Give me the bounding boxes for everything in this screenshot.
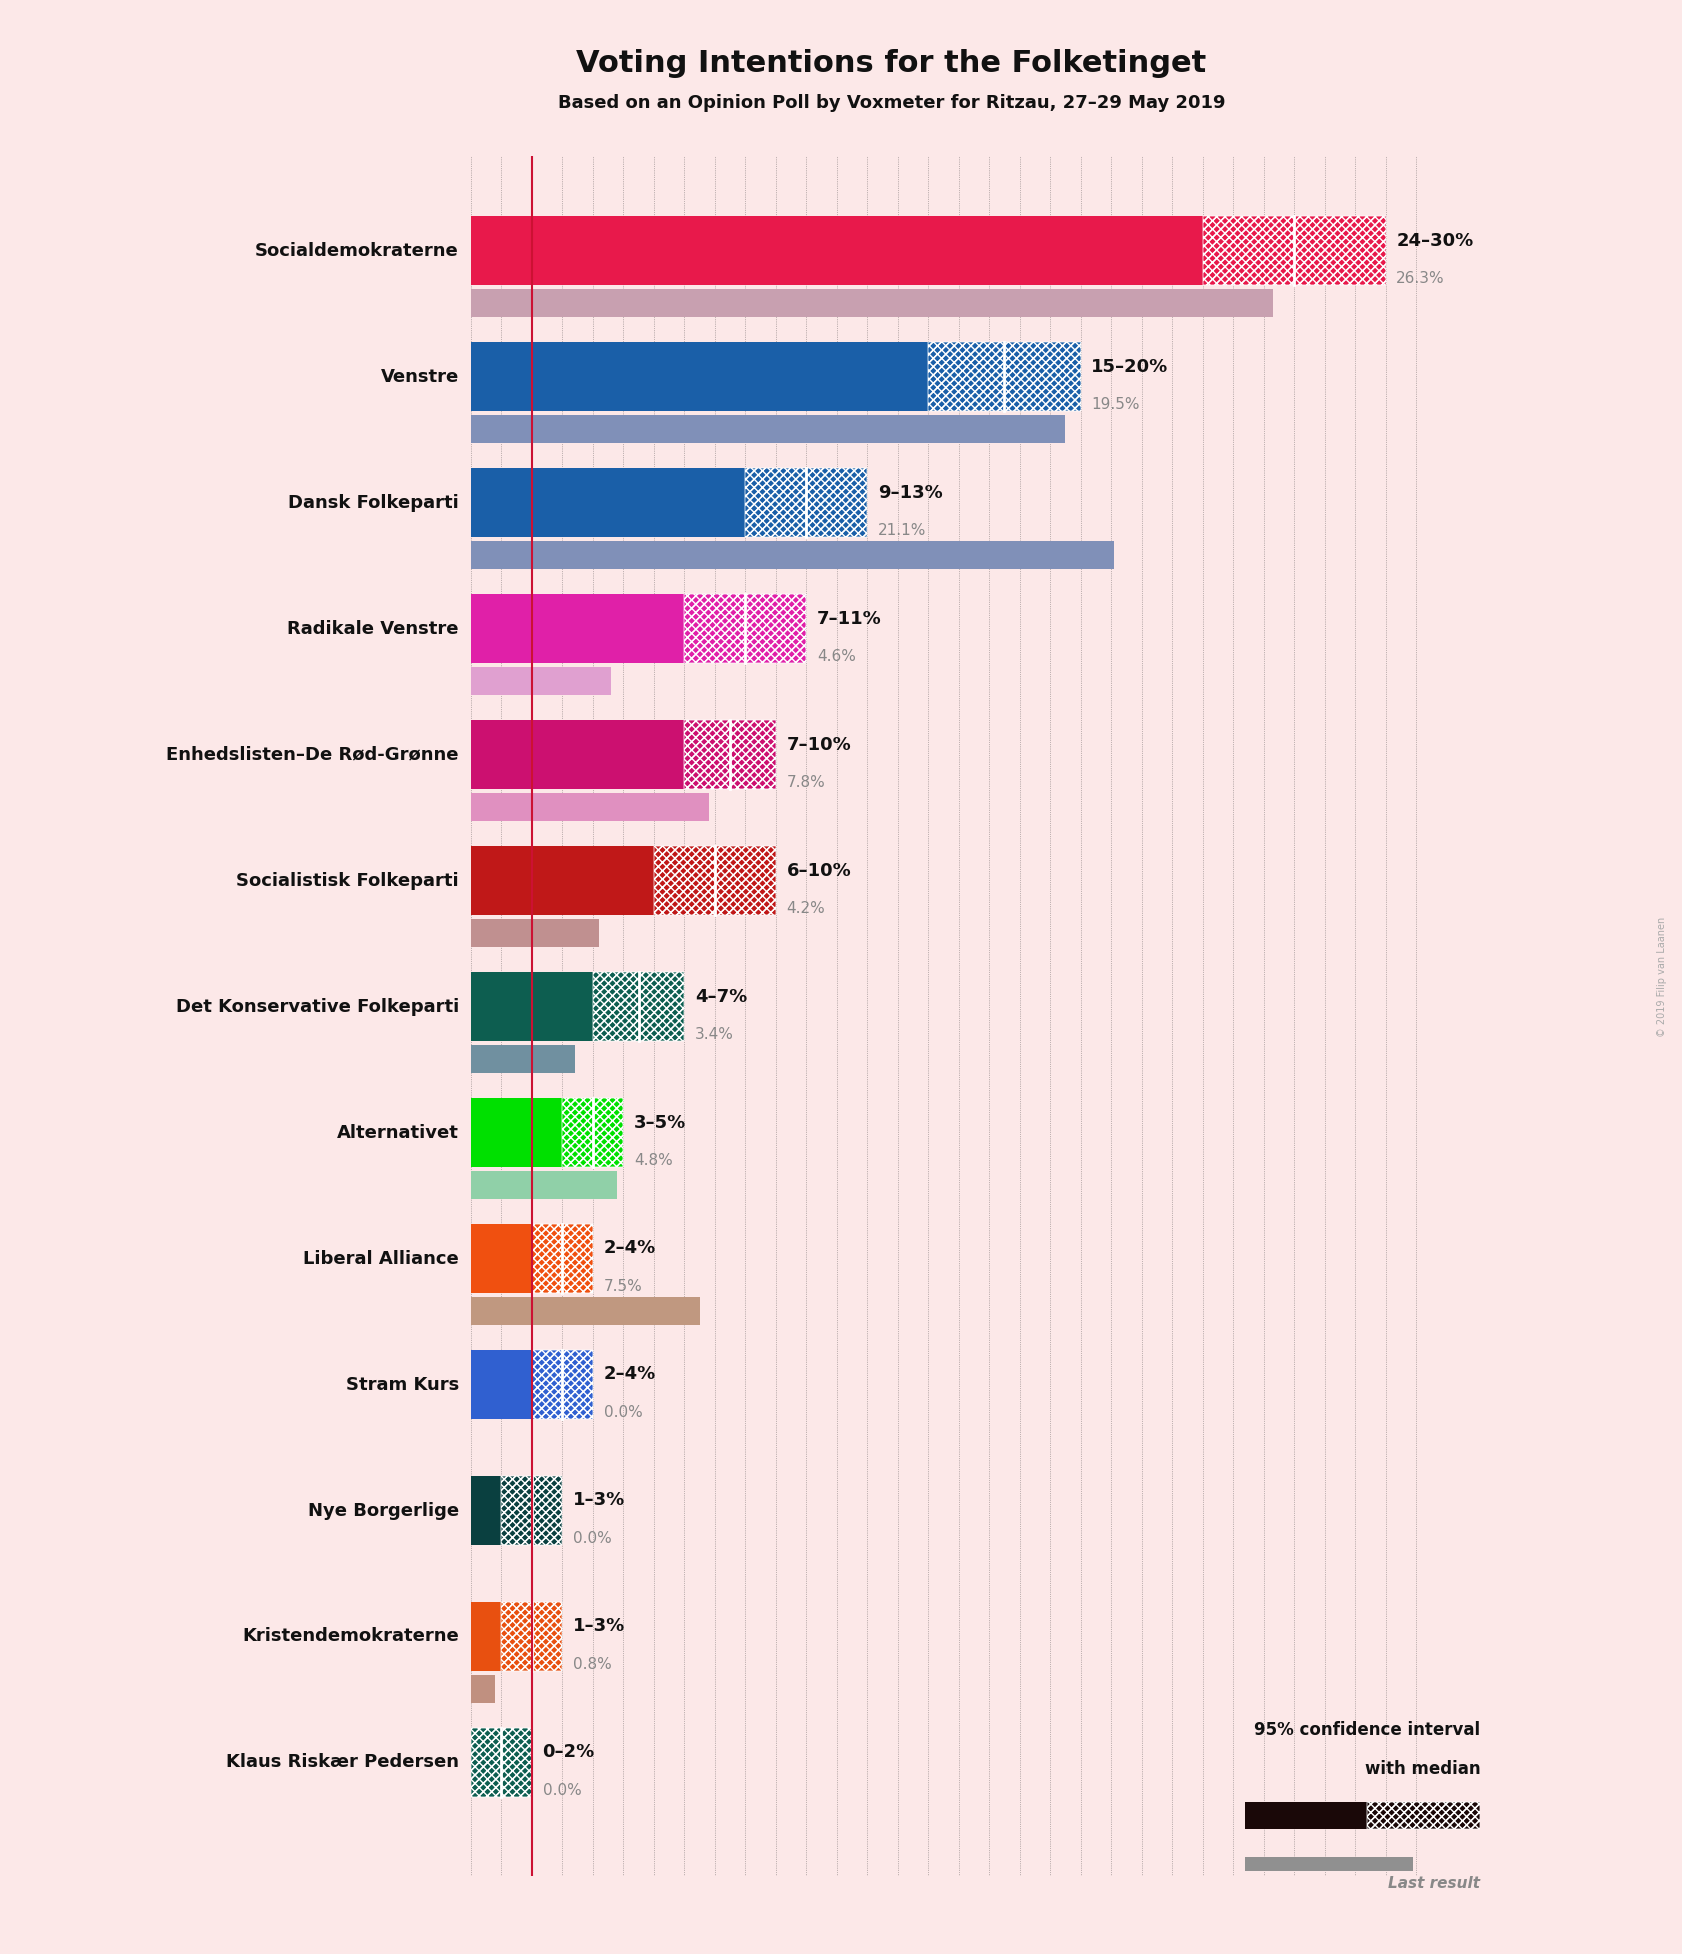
Text: 95% confidence interval: 95% confidence interval <box>1255 1721 1480 1739</box>
Text: 7.8%: 7.8% <box>787 776 826 789</box>
Bar <box>471 1602 501 1671</box>
Text: Radikale Venstre: Radikale Venstre <box>288 619 459 637</box>
Text: 9–13%: 9–13% <box>878 485 942 502</box>
Text: 0.0%: 0.0% <box>543 1782 582 1798</box>
Bar <box>1203 217 1386 285</box>
Bar <box>685 719 775 789</box>
Bar <box>471 719 685 789</box>
Text: Socialistisk Folkeparti: Socialistisk Folkeparti <box>235 871 459 889</box>
Bar <box>654 846 775 914</box>
Bar <box>1245 1802 1367 1829</box>
Bar <box>501 1602 562 1671</box>
Bar <box>471 918 599 948</box>
Bar <box>471 971 592 1041</box>
Text: 4.6%: 4.6% <box>817 649 856 664</box>
Bar <box>471 1098 562 1167</box>
Text: 21.1%: 21.1% <box>878 524 927 537</box>
Text: 4–7%: 4–7% <box>695 987 747 1006</box>
Text: 19.5%: 19.5% <box>1092 397 1140 412</box>
Text: 6–10%: 6–10% <box>787 862 851 879</box>
Bar <box>471 1727 532 1798</box>
Text: Venstre: Venstre <box>380 367 459 385</box>
Bar <box>471 1350 532 1419</box>
Text: 0.0%: 0.0% <box>574 1530 612 1546</box>
Bar <box>928 342 1080 412</box>
Bar <box>471 1223 532 1294</box>
Bar <box>685 594 806 662</box>
Bar <box>501 1475 562 1546</box>
Text: 15–20%: 15–20% <box>1092 358 1169 375</box>
Text: Klaus Riskær Pedersen: Klaus Riskær Pedersen <box>225 1753 459 1772</box>
Text: 0–2%: 0–2% <box>543 1743 595 1761</box>
Text: 7–11%: 7–11% <box>817 610 881 627</box>
Text: Stram Kurs: Stram Kurs <box>345 1376 459 1393</box>
Bar <box>471 1675 495 1702</box>
Text: Kristendemokraterne: Kristendemokraterne <box>242 1628 459 1645</box>
Bar <box>471 289 1273 317</box>
Text: Alternativet: Alternativet <box>336 1124 459 1141</box>
Bar <box>532 1350 592 1419</box>
Bar <box>685 719 775 789</box>
Text: 1–3%: 1–3% <box>574 1618 626 1635</box>
Bar <box>501 1602 562 1671</box>
Bar <box>928 342 1080 412</box>
Text: Dansk Folkeparti: Dansk Folkeparti <box>288 494 459 512</box>
Bar <box>532 1223 592 1294</box>
Text: Based on an Opinion Poll by Voxmeter for Ritzau, 27–29 May 2019: Based on an Opinion Poll by Voxmeter for… <box>558 94 1224 111</box>
Text: 0.0%: 0.0% <box>604 1405 643 1421</box>
Bar <box>745 469 868 537</box>
Text: 4.8%: 4.8% <box>634 1153 673 1168</box>
Text: 24–30%: 24–30% <box>1396 233 1473 250</box>
Text: 0.8%: 0.8% <box>574 1657 612 1673</box>
Bar <box>562 1098 624 1167</box>
Text: 4.2%: 4.2% <box>787 901 826 916</box>
Bar <box>471 1475 501 1546</box>
Text: 2–4%: 2–4% <box>604 1239 656 1258</box>
Text: © 2019 Filip van Laanen: © 2019 Filip van Laanen <box>1657 916 1667 1038</box>
Bar <box>592 971 685 1041</box>
Bar <box>654 846 775 914</box>
Bar <box>1245 1858 1413 1870</box>
Text: Voting Intentions for the Folketinget: Voting Intentions for the Folketinget <box>577 49 1206 78</box>
Bar <box>501 1475 562 1546</box>
Text: 3.4%: 3.4% <box>695 1028 733 1041</box>
Text: Det Konservative Folkeparti: Det Konservative Folkeparti <box>175 998 459 1016</box>
Bar <box>471 846 654 914</box>
Bar <box>471 469 745 537</box>
Bar <box>532 1350 592 1419</box>
Text: 2–4%: 2–4% <box>604 1366 656 1383</box>
Text: Last result: Last result <box>1388 1876 1480 1891</box>
Bar <box>471 414 1065 444</box>
Bar <box>471 541 1113 569</box>
Text: 7.5%: 7.5% <box>604 1278 643 1294</box>
Bar <box>745 469 868 537</box>
Bar <box>471 793 708 821</box>
Text: Socialdemokraterne: Socialdemokraterne <box>256 242 459 260</box>
Bar <box>471 1170 617 1198</box>
Bar <box>685 594 806 662</box>
Bar <box>471 666 611 696</box>
Bar <box>471 217 1203 285</box>
Bar <box>1367 1802 1480 1829</box>
Bar <box>471 1045 575 1073</box>
Text: Enhedslisten–De Rød-Grønne: Enhedslisten–De Rød-Grønne <box>167 746 459 764</box>
Bar <box>592 971 685 1041</box>
Text: 1–3%: 1–3% <box>574 1491 626 1508</box>
Bar <box>471 1727 532 1798</box>
Bar <box>471 1297 700 1325</box>
Bar <box>562 1098 624 1167</box>
Text: 3–5%: 3–5% <box>634 1114 686 1131</box>
Text: Nye Borgerlige: Nye Borgerlige <box>308 1501 459 1520</box>
Bar <box>1203 217 1386 285</box>
Bar <box>532 1223 592 1294</box>
Text: with median: with median <box>1364 1761 1480 1778</box>
Text: Liberal Alliance: Liberal Alliance <box>303 1249 459 1268</box>
Bar <box>471 594 685 662</box>
Text: 26.3%: 26.3% <box>1396 272 1445 285</box>
Text: 7–10%: 7–10% <box>787 735 851 754</box>
Bar <box>471 342 928 412</box>
Bar <box>1367 1802 1480 1829</box>
